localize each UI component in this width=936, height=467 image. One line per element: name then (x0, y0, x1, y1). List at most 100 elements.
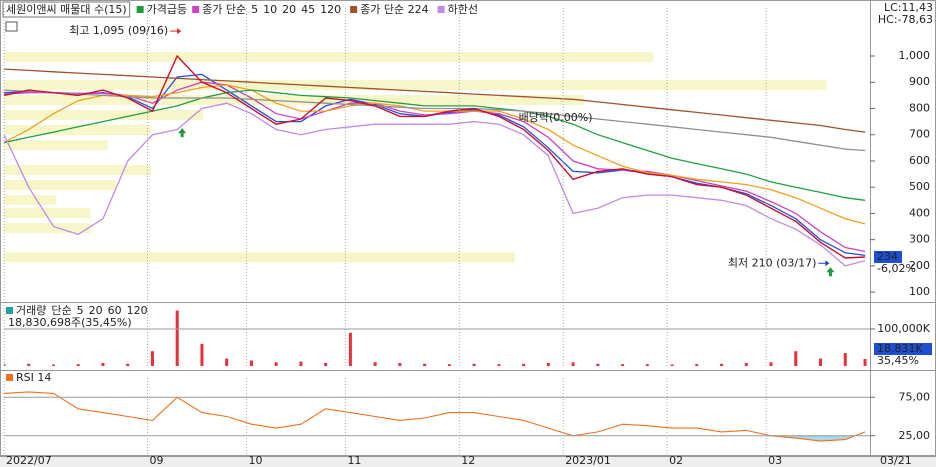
volume-bar (645, 364, 649, 366)
legend-swatch (6, 374, 13, 381)
volume-profile-bar (4, 223, 91, 234)
volume-bar (249, 360, 253, 366)
y-tick-label: 700 (909, 128, 930, 141)
volume-bar (126, 363, 130, 366)
y-tick-label: 100,000K (877, 322, 930, 335)
settings-icon[interactable] (5, 21, 18, 32)
volume-bar (76, 364, 80, 366)
legend-label: 5 (251, 3, 258, 16)
volume-bar (621, 364, 625, 366)
legend-label: 세원이앤씨 매물대 수(15) (6, 3, 127, 16)
legend-label: RSI 14 (16, 371, 51, 384)
legend-label: 5 (77, 304, 84, 317)
volume-bar (546, 363, 550, 366)
corner-label: LC:11,43 (884, 1, 933, 14)
annotation: 배당락(0,00%) (519, 111, 593, 124)
surge-marker (178, 128, 187, 138)
last-volume-box (874, 343, 932, 355)
date-axis (0, 456, 936, 467)
y-tick-label: 300 (909, 233, 930, 246)
plot (4, 52, 866, 277)
volume-bar (522, 363, 526, 366)
x-tick-label: 11 (347, 454, 361, 467)
y-tick-label: 900 (909, 75, 930, 88)
volume-bar (51, 364, 55, 366)
legend-swatch (350, 6, 358, 13)
legend-label: 거래량 (16, 304, 46, 317)
last-price-box (874, 250, 902, 263)
x-tick-label: 09 (150, 454, 164, 467)
x-tick-label: 12 (461, 454, 475, 467)
volume-bar (794, 351, 798, 366)
y-tick-label: 75,00 (899, 390, 931, 403)
volume-profile-bar (4, 124, 152, 135)
ma-line (4, 84, 866, 225)
legend-box (2, 1, 131, 18)
date-label: 03/21 (880, 454, 912, 467)
volume-profile-bar (4, 180, 117, 191)
x-tick-label: 02 (669, 454, 683, 467)
plot (4, 391, 866, 442)
volume-bar (843, 353, 847, 366)
x-tick-label: 03 (768, 454, 782, 467)
legend-label: 종가 단순 (202, 3, 246, 16)
legend-swatch (136, 6, 144, 13)
volume-bar (720, 363, 724, 366)
volume-bar (348, 332, 352, 366)
x-tick-label: 2023/01 (565, 454, 611, 467)
y-tick-label: 25,00 (899, 429, 931, 442)
volume-bar (175, 310, 179, 366)
volume-bar (324, 363, 328, 366)
volume-bar (447, 364, 451, 366)
volume-profile-bar (4, 95, 585, 106)
volume-bar (274, 362, 278, 366)
y-tick-label: 800 (909, 101, 930, 114)
legend-swatch (437, 6, 445, 13)
volume-bar (670, 364, 674, 366)
volume-summary: 18,830,698주(35,45%) (8, 316, 132, 329)
volume-bar (4, 364, 6, 366)
last-volume-ratio: 35,45% (877, 354, 919, 367)
annotation: 최고 1,095 (09/16) (69, 24, 168, 37)
last-volume: 18,831K (877, 342, 923, 355)
ma-line (4, 68, 866, 133)
volume-bar (695, 364, 699, 366)
annotation: 최저 210 (03/17) (728, 256, 817, 269)
volume-bar (299, 361, 303, 366)
legend-label: 120 (320, 3, 341, 16)
legend-label: 가격급등 (147, 3, 187, 16)
legend-label: 20 (89, 304, 103, 317)
volume-profile-bar (4, 208, 91, 219)
volume-profile-bar (4, 195, 56, 206)
volume-profile-bar (4, 252, 515, 263)
legend-label: 60 (108, 304, 122, 317)
volume-bar (27, 363, 31, 366)
volume-bar (398, 363, 402, 366)
legend-swatch (6, 307, 13, 314)
y-tick-label: 200 (909, 259, 930, 272)
legend-label: 종가 단순 224 (360, 3, 428, 16)
volume-bar (571, 362, 575, 366)
volume-profile-bar (4, 80, 827, 91)
annotation-arrowhead (825, 260, 830, 267)
plot (4, 310, 867, 366)
volume-profile-bar (4, 52, 654, 63)
x-tick-label: 10 (248, 454, 262, 467)
legend-label: 120 (127, 304, 148, 317)
volume-bar (472, 363, 476, 366)
volume-bar (863, 359, 867, 366)
last-change: -6,02% (877, 262, 916, 275)
volume-bar (150, 351, 154, 366)
volume-bar (101, 363, 105, 366)
volume-bar (423, 363, 427, 366)
corner-label: HC:-78,63 (878, 13, 933, 26)
legend-label: 10 (263, 3, 277, 16)
legend-label: 45 (301, 3, 315, 16)
legend-label: 단순 (51, 304, 71, 317)
y-tick-label: 600 (909, 154, 930, 167)
volume-bar (596, 363, 600, 366)
ma-line (4, 102, 866, 267)
last-price: 234 (877, 250, 898, 263)
